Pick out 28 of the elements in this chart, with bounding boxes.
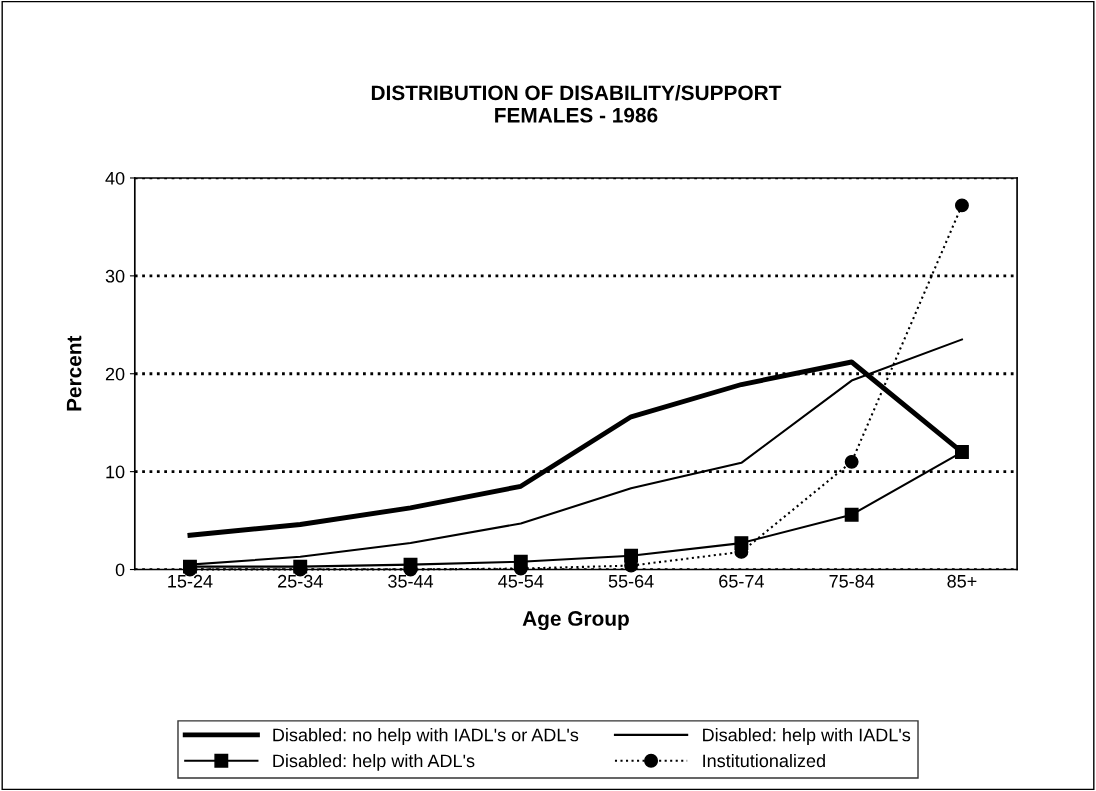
y-tick-label: 40	[105, 171, 125, 185]
x-axis-title: Age Group	[522, 611, 629, 631]
chart-title: DISTRIBUTION OF DISABILITY/SUPPORT FEMALES - 1986	[371, 84, 782, 123]
x-tick-label: 75-84	[829, 574, 875, 588]
x-tick-label: 35-44	[388, 574, 434, 588]
y-tick-label: 10	[106, 465, 125, 479]
y-tick-label: 0	[115, 563, 125, 577]
point	[844, 454, 859, 469]
point	[844, 507, 859, 522]
x-tick-label: 55-64	[608, 574, 654, 588]
point	[955, 198, 969, 213]
x-tick-label: 15-24	[168, 574, 213, 588]
legend-label: Disabled: help with IADL's	[703, 728, 911, 745]
point	[624, 548, 639, 563]
point	[734, 536, 749, 551]
y-tick-label: 20	[105, 367, 125, 381]
x-tick-label: 25-34	[278, 574, 323, 588]
point	[513, 554, 528, 569]
point	[955, 445, 969, 460]
legend-label: Disabled: help with ADL's	[273, 753, 475, 771]
x-tick-label: 45-54	[498, 575, 544, 588]
point	[403, 557, 418, 572]
y-tick-label: 30	[105, 269, 125, 283]
x-tick-label: 85+	[947, 574, 977, 588]
legend-label: Disabled: no help with IADL's or ADL's	[273, 728, 579, 745]
x-tick-label: 65-74	[719, 574, 764, 588]
y-axis-title: Percent	[66, 335, 82, 411]
legend-label: Institutionalized	[703, 753, 825, 768]
